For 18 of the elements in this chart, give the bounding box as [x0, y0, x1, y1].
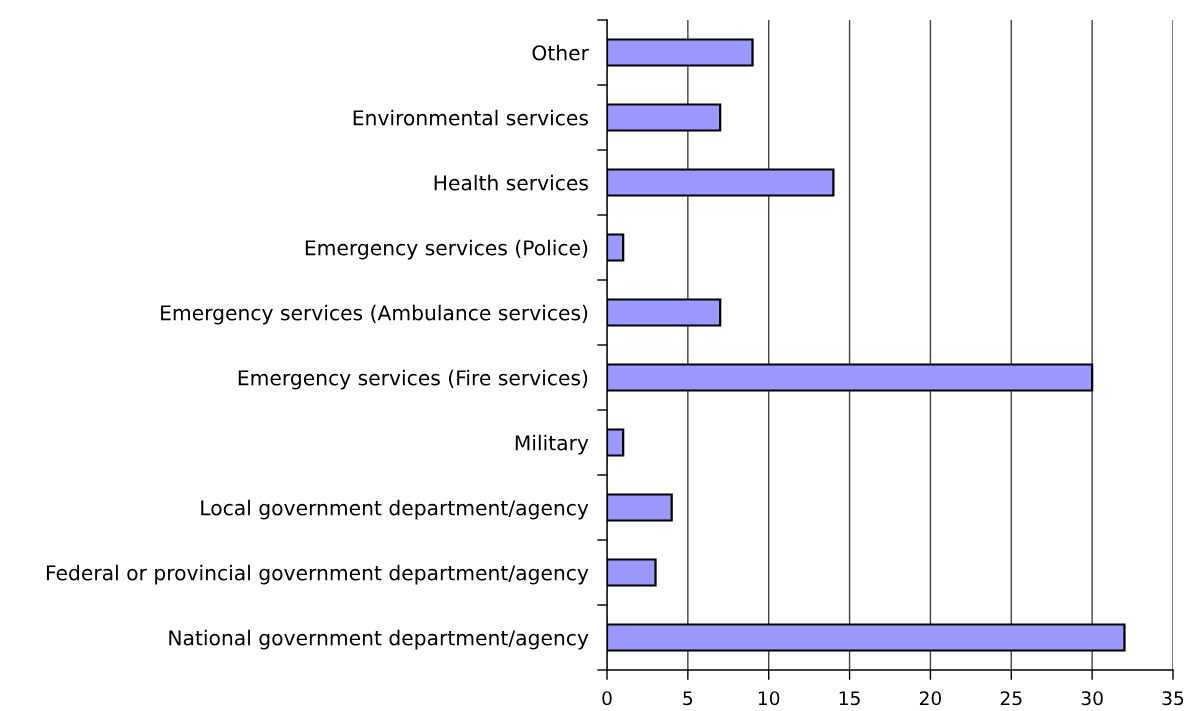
x-tick-label: 25: [1000, 691, 1022, 706]
x-tick-label: 35: [1162, 691, 1184, 706]
y-tick-label: Other: [532, 44, 589, 61]
x-tick-label: 15: [839, 691, 860, 706]
x-tick-label: 30: [1081, 691, 1103, 706]
x-tick-label: 10: [758, 691, 780, 706]
y-tick-label: Local government department/agency: [201, 499, 589, 520]
y-tick-label: Emergency services (Police): [305, 239, 588, 260]
x-tick-label: 5: [683, 691, 693, 706]
y-tick-label: Environmental services: [353, 109, 588, 126]
x-tick-label: 0: [602, 691, 612, 706]
y-tick-label: Emergency services (Ambulance services): [161, 304, 588, 325]
y-tick-label: National government department/agency: [169, 629, 589, 650]
y-tick-label: Military: [515, 434, 589, 455]
x-tick-label: 20: [919, 691, 942, 706]
y-tick-label: Federal or provincial government department/agency: [46, 564, 589, 585]
y-tick-label: Emergency services (Fire services): [238, 369, 588, 390]
y-tick-label: Health services: [434, 174, 588, 191]
